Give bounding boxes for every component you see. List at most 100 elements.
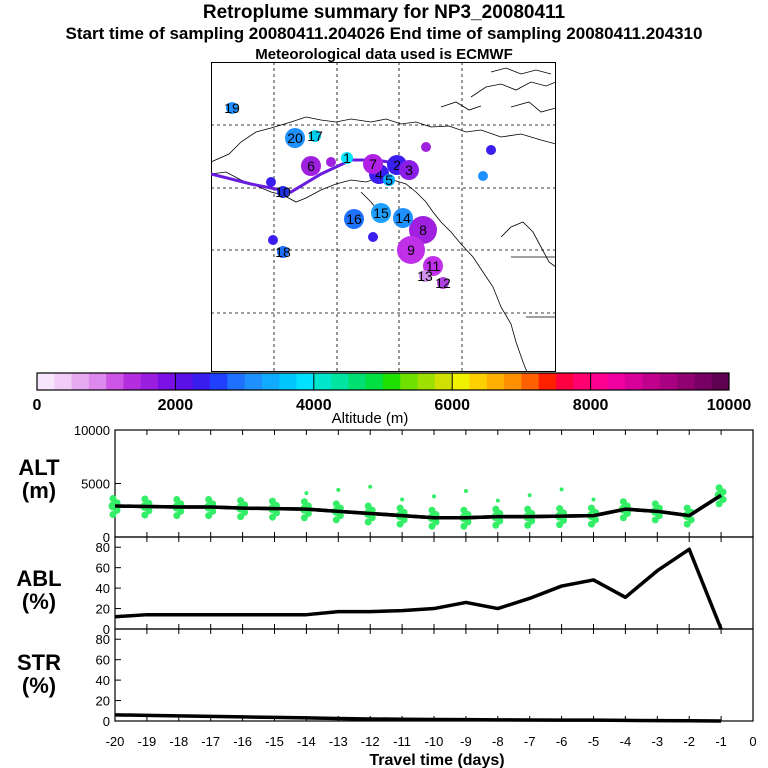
colorbar-swatch (37, 373, 55, 390)
alt-distribution-point (432, 518, 440, 526)
x-tick-label: -8 (492, 734, 504, 749)
alt-label-text: ALT (18, 455, 60, 480)
abl-label-text: ABL (16, 566, 62, 591)
alt-distribution-point (715, 484, 723, 492)
y-tick-label: 60 (96, 561, 110, 576)
alt-distribution-point (591, 497, 596, 502)
colorbar-tick-label: 2000 (158, 397, 194, 414)
colorbar-swatch (71, 373, 90, 390)
alt-distribution-point (427, 513, 437, 523)
alt-distribution-point (141, 511, 149, 519)
map-cluster-marker (326, 157, 336, 167)
alt-distribution-point (209, 500, 217, 508)
met-data-line: Meteorological data used is ECMWF (255, 46, 513, 63)
series-line (114, 547, 723, 630)
colorbar-swatch (88, 373, 107, 390)
alt-distribution-point (368, 514, 376, 522)
alt-distribution-point (495, 498, 500, 503)
colorbar-swatch (261, 373, 280, 390)
alt-distribution-point (332, 516, 340, 524)
alt-label: ALT (m) (8, 456, 70, 502)
alt-distribution-point (273, 501, 280, 509)
alt-distribution-point (560, 509, 568, 517)
alt-distribution-point (336, 504, 344, 512)
alt-distribution-point (177, 507, 185, 515)
alt-unit-text: (m) (21, 478, 57, 503)
map-cluster-marker (277, 246, 289, 258)
str-unit-text: (%) (21, 673, 57, 698)
alt-distribution-point (463, 488, 468, 493)
alt-distribution-point (396, 520, 404, 528)
map-cluster-marker (397, 236, 425, 264)
y-tick-label: 40 (96, 673, 110, 688)
colorbar-swatch (227, 373, 246, 390)
alt-distribution-point (145, 499, 153, 507)
abl-unit-text: (%) (21, 589, 57, 614)
colorbar-swatch (417, 373, 436, 390)
alt-distribution-point (587, 511, 596, 521)
colorbar-swatch (400, 373, 419, 390)
colorbar-swatch (573, 373, 592, 390)
colorbar-swatch (556, 373, 574, 390)
alt-distribution-point (460, 522, 468, 530)
y-tick-label: 80 (96, 540, 110, 555)
alt-distribution-point (140, 502, 150, 512)
alt-distribution-point (556, 521, 564, 529)
x-tick-label: -1 (715, 734, 727, 749)
colorbar-swatch (244, 373, 263, 390)
map-cluster-label: 2 (393, 157, 401, 173)
map-cluster-marker (368, 232, 378, 242)
colorbar-swatch (711, 373, 730, 390)
x-tick-label: -4 (620, 734, 632, 749)
x-tick-label: -3 (652, 734, 664, 749)
alt-distribution-point (655, 504, 663, 512)
alt-distribution-point (396, 504, 404, 512)
alt-distribution-point (237, 513, 245, 521)
alt-distribution-point (400, 497, 405, 502)
colorbar-tick-label: 0 (33, 397, 42, 414)
alt-distribution-point (173, 512, 181, 520)
alt-distribution-point (395, 511, 405, 521)
map-graticule (211, 62, 556, 372)
colorbar-tick-label: 6000 (434, 397, 470, 414)
map-cluster-label: 19 (224, 100, 240, 116)
alt-distribution-point (108, 501, 118, 511)
map-cluster-label: 17 (307, 128, 323, 144)
colorbar-swatch (590, 373, 609, 390)
alt-distribution-point (524, 505, 532, 513)
map-cluster-label: 14 (395, 210, 411, 226)
alt-distribution-point (241, 508, 249, 516)
map-cluster-label: 4 (375, 166, 383, 182)
colorbar-tick-label: 4000 (296, 397, 332, 414)
colorbar-swatch (296, 373, 315, 390)
alt-distribution-point (368, 506, 376, 514)
str-panel-frame (114, 628, 754, 722)
series-line (114, 713, 722, 723)
x-tick-label: -12 (361, 734, 380, 749)
alt-distribution-point (618, 504, 628, 514)
colorbar-swatch (486, 373, 505, 390)
x-tick-label: -16 (233, 734, 252, 749)
alt-distribution-point (268, 504, 277, 514)
alt-distribution-point (113, 499, 121, 507)
x-tick-label: -17 (201, 734, 220, 749)
map-cluster-marker (277, 186, 289, 198)
colorbar-swatch (279, 373, 297, 390)
x-tick-label: -7 (524, 734, 536, 749)
map-cluster-marker (393, 208, 413, 228)
alt-mean-line (114, 493, 723, 520)
y-tick-label: 0 (103, 530, 110, 545)
alt-distribution-point (460, 506, 468, 514)
alt-distribution-point (556, 505, 564, 513)
x-tick-label: -6 (556, 734, 568, 749)
alt-distribution-point (496, 509, 504, 517)
alt-distribution-point (205, 496, 213, 504)
alt-distribution-point (559, 487, 564, 492)
map-cluster-marker (285, 128, 305, 148)
alt-distribution-point (364, 518, 372, 526)
colorbar-tick-label: 8000 (573, 397, 609, 414)
alt-distribution-point (428, 506, 436, 514)
map-cluster-marker (226, 102, 238, 114)
y-tick-label: 0 (103, 622, 110, 637)
map-cluster-marker (399, 160, 419, 180)
